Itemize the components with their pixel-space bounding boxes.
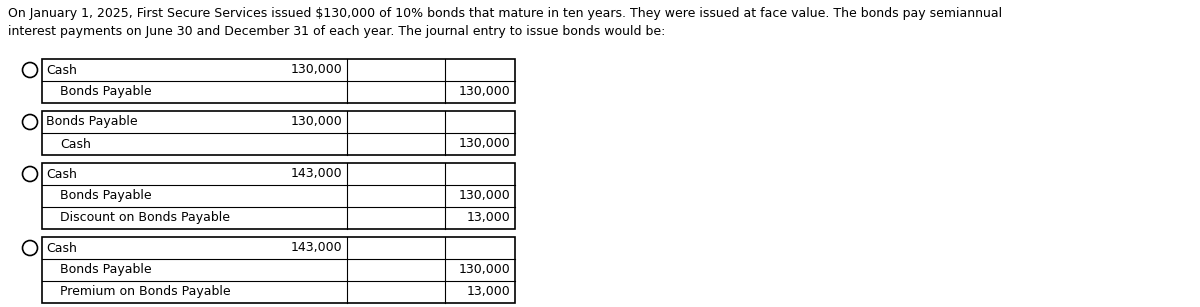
Text: Cash: Cash: [60, 138, 91, 150]
Text: 130,000: 130,000: [458, 189, 510, 203]
Text: Cash: Cash: [46, 168, 77, 181]
Text: 130,000: 130,000: [290, 115, 342, 129]
Text: 130,000: 130,000: [458, 138, 510, 150]
Text: Cash: Cash: [46, 64, 77, 76]
Text: Bonds Payable: Bonds Payable: [60, 263, 151, 277]
Text: 13,000: 13,000: [467, 212, 510, 224]
Text: Premium on Bonds Payable: Premium on Bonds Payable: [60, 286, 230, 298]
Text: On January 1, 2025, First Secure Services issued $130,000 of 10% bonds that matu: On January 1, 2025, First Secure Service…: [8, 7, 1002, 37]
Text: Bonds Payable: Bonds Payable: [46, 115, 138, 129]
Bar: [42, 163, 515, 229]
Bar: [42, 59, 515, 103]
Text: Bonds Payable: Bonds Payable: [60, 86, 151, 99]
Text: Cash: Cash: [46, 242, 77, 255]
Text: 130,000: 130,000: [290, 64, 342, 76]
Text: 143,000: 143,000: [290, 168, 342, 181]
Text: Bonds Payable: Bonds Payable: [60, 189, 151, 203]
Text: 143,000: 143,000: [290, 242, 342, 255]
Text: 130,000: 130,000: [458, 86, 510, 99]
Text: 130,000: 130,000: [458, 263, 510, 277]
Text: Discount on Bonds Payable: Discount on Bonds Payable: [60, 212, 230, 224]
Bar: [42, 237, 515, 303]
Bar: [42, 111, 515, 155]
Text: 13,000: 13,000: [467, 286, 510, 298]
